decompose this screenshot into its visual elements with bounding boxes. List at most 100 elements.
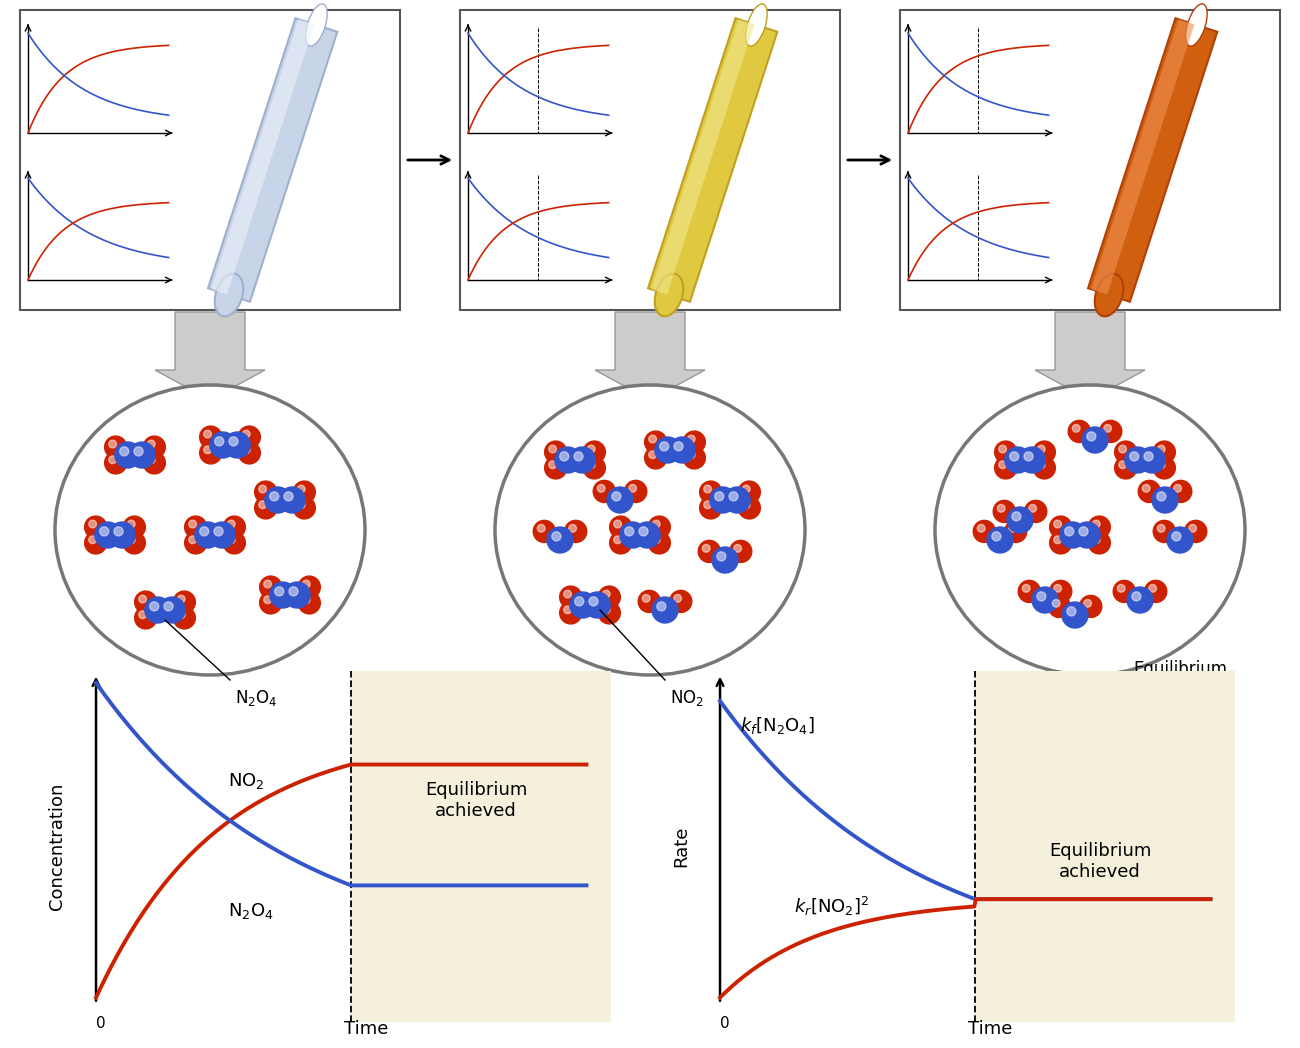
Text: Equilibrium
achieved: Equilibrium achieved — [425, 782, 528, 821]
Circle shape — [1124, 447, 1150, 473]
Circle shape — [642, 594, 650, 603]
Circle shape — [104, 452, 126, 474]
Circle shape — [1005, 447, 1031, 473]
Circle shape — [135, 591, 157, 613]
Circle shape — [1080, 595, 1102, 617]
Circle shape — [259, 485, 266, 493]
Circle shape — [653, 597, 679, 623]
Circle shape — [997, 504, 1005, 512]
Circle shape — [602, 590, 610, 598]
Circle shape — [1052, 599, 1060, 607]
Circle shape — [1082, 427, 1108, 453]
Circle shape — [270, 582, 296, 608]
Circle shape — [185, 531, 207, 554]
Circle shape — [109, 522, 135, 548]
Circle shape — [1008, 507, 1034, 533]
Circle shape — [1114, 441, 1136, 463]
Circle shape — [84, 516, 107, 539]
Circle shape — [684, 431, 706, 453]
Circle shape — [159, 597, 185, 623]
Ellipse shape — [495, 385, 805, 675]
Circle shape — [610, 516, 632, 539]
Circle shape — [264, 581, 272, 588]
Circle shape — [738, 497, 760, 519]
Circle shape — [994, 441, 1017, 463]
Circle shape — [703, 485, 711, 493]
Circle shape — [715, 492, 724, 501]
Circle shape — [1087, 432, 1096, 441]
Circle shape — [716, 552, 725, 561]
Polygon shape — [155, 312, 265, 400]
Circle shape — [143, 436, 165, 458]
Circle shape — [260, 576, 282, 598]
Circle shape — [1174, 484, 1182, 493]
Circle shape — [1024, 500, 1046, 523]
Circle shape — [729, 541, 751, 563]
Circle shape — [120, 446, 129, 456]
Circle shape — [698, 541, 720, 563]
Circle shape — [545, 441, 567, 463]
Polygon shape — [649, 18, 777, 302]
Circle shape — [1022, 585, 1030, 592]
Circle shape — [629, 484, 637, 493]
Circle shape — [1113, 581, 1135, 603]
Circle shape — [255, 481, 277, 503]
Circle shape — [127, 520, 135, 528]
Circle shape — [610, 531, 632, 554]
Circle shape — [294, 481, 316, 503]
Circle shape — [649, 516, 671, 539]
Circle shape — [551, 531, 560, 541]
Circle shape — [274, 587, 283, 596]
Circle shape — [1092, 536, 1100, 544]
Circle shape — [537, 524, 545, 532]
Ellipse shape — [214, 274, 243, 316]
Circle shape — [177, 611, 185, 618]
Polygon shape — [595, 312, 705, 400]
Circle shape — [602, 606, 610, 614]
Circle shape — [620, 522, 646, 548]
Circle shape — [588, 445, 595, 453]
Circle shape — [992, 531, 1001, 541]
Circle shape — [214, 437, 224, 445]
Circle shape — [164, 602, 173, 611]
Circle shape — [127, 536, 135, 544]
Circle shape — [1054, 585, 1062, 592]
Circle shape — [974, 521, 996, 543]
Circle shape — [265, 487, 291, 514]
Text: N$_2$O$_4$: N$_2$O$_4$ — [235, 687, 277, 708]
Text: 0: 0 — [96, 1016, 105, 1031]
Circle shape — [289, 587, 298, 596]
Ellipse shape — [655, 274, 684, 316]
Circle shape — [204, 445, 212, 454]
Circle shape — [545, 457, 567, 479]
Circle shape — [259, 501, 266, 508]
Polygon shape — [1088, 18, 1217, 302]
Circle shape — [1019, 447, 1045, 473]
Circle shape — [659, 442, 668, 451]
Polygon shape — [1035, 312, 1145, 400]
Circle shape — [100, 527, 109, 536]
Circle shape — [1119, 445, 1127, 453]
Circle shape — [655, 437, 681, 463]
Circle shape — [1114, 457, 1136, 479]
Circle shape — [177, 595, 185, 603]
Circle shape — [575, 452, 584, 461]
Circle shape — [584, 592, 610, 618]
Circle shape — [729, 492, 738, 501]
Circle shape — [703, 501, 711, 508]
Circle shape — [1048, 595, 1070, 617]
Circle shape — [1037, 461, 1045, 468]
Circle shape — [1028, 504, 1036, 512]
Circle shape — [1010, 452, 1019, 461]
Circle shape — [204, 430, 212, 438]
Circle shape — [1049, 531, 1071, 554]
Ellipse shape — [306, 4, 328, 46]
Circle shape — [144, 597, 170, 623]
Circle shape — [280, 487, 306, 514]
Circle shape — [564, 606, 572, 614]
Circle shape — [264, 596, 272, 604]
Text: Concentration: Concentration — [48, 783, 66, 910]
Circle shape — [95, 522, 121, 548]
Circle shape — [653, 520, 660, 528]
Text: $k_r$[NO$_2$]$^2$: $k_r$[NO$_2$]$^2$ — [793, 895, 868, 918]
